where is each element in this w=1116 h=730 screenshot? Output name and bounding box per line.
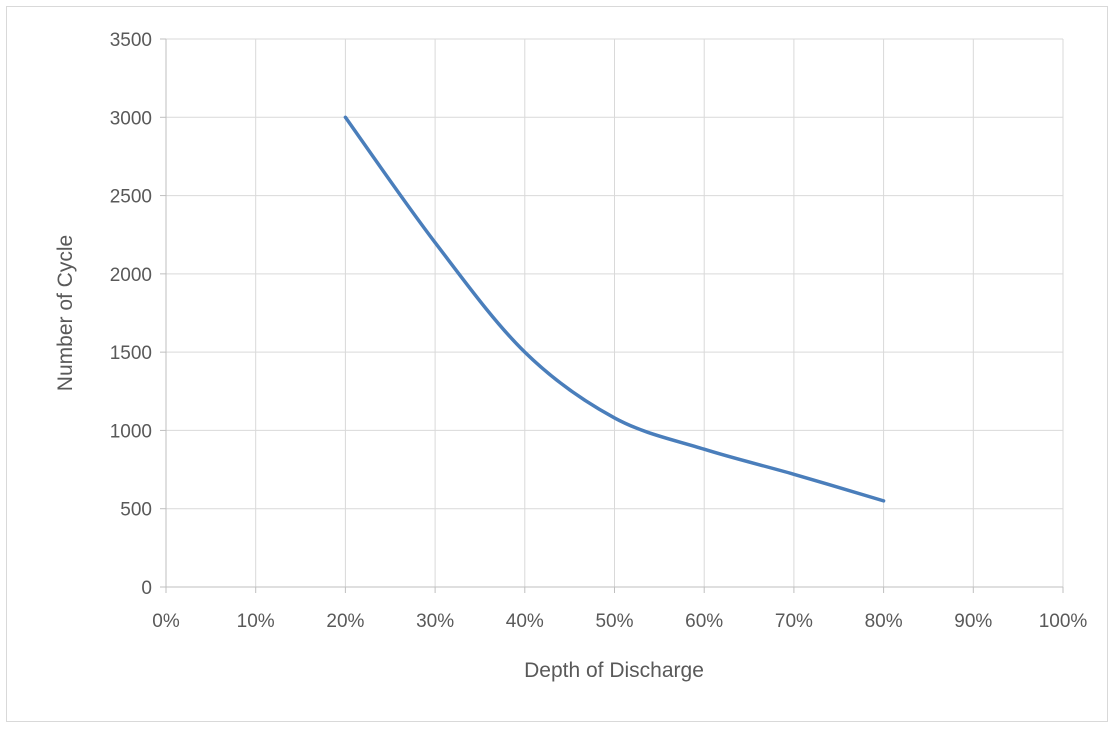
y-tick-label: 0 [141, 578, 152, 599]
series-group [343, 115, 886, 503]
x-tick-label: 10% [237, 611, 275, 632]
chart-frame [6, 6, 1108, 722]
y-tick-labels: 0 500 1000 1500 2000 2500 3000 3500 [110, 30, 152, 599]
x-tick-label: 80% [865, 611, 903, 632]
x-tick-label: 0% [152, 611, 180, 632]
y-tick-label: 3000 [110, 108, 152, 129]
x-tick-label: 90% [954, 611, 992, 632]
x-axis-title: Depth of Discharge [524, 659, 704, 682]
y-tick-label: 1500 [110, 343, 152, 364]
x-tick-label: 40% [506, 611, 544, 632]
x-tick-label: 50% [595, 611, 633, 632]
y-axis-title: Number of Cycle [54, 235, 77, 391]
axes [160, 38, 1064, 593]
grid [166, 38, 1064, 587]
series-line [343, 115, 886, 503]
x-tick-label: 100% [1039, 611, 1088, 632]
y-tick-label: 2500 [110, 187, 152, 208]
y-tick-label: 2000 [110, 265, 152, 286]
x-tick-label: 60% [685, 611, 723, 632]
x-tick-labels: 0% 10% 20% 30% 40% 50% 60% 70% 80% 90% 100% [152, 611, 1087, 632]
x-tick-label: 20% [326, 611, 364, 632]
y-tick-label: 1000 [110, 421, 152, 442]
x-tick-label: 70% [775, 611, 813, 632]
x-tick-label: 30% [416, 611, 454, 632]
y-tick-label: 500 [120, 500, 152, 521]
y-tick-label: 3500 [110, 30, 152, 51]
